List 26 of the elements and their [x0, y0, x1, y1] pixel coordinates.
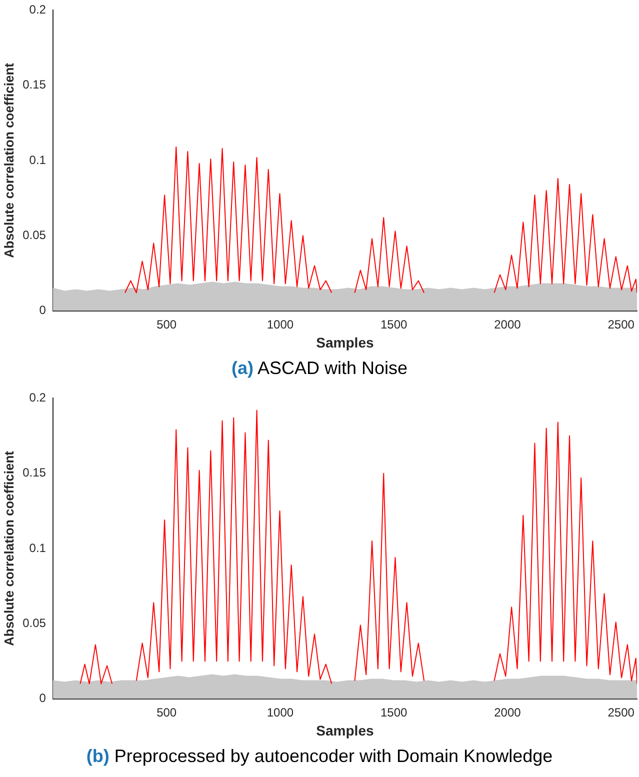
x-tick-label: 2500 — [608, 317, 635, 332]
y-tick-label: 0 — [39, 691, 46, 706]
y-tick-label: 0.05 — [22, 616, 46, 630]
x-tick-label: 500 — [156, 705, 177, 720]
text: (a) ASCAD with Noise — [231, 358, 408, 378]
x-tick-label: 1500 — [380, 705, 408, 720]
y-axis-title: Absolute correlation coefficient — [1, 450, 16, 646]
x-axis-title: Samples — [316, 722, 374, 738]
y-axis-title: Absolute correlation coefficient — [1, 62, 16, 258]
y-tick-label: 0.05 — [22, 228, 46, 242]
x-tick-label: 500 — [156, 317, 177, 332]
y-tick-label: 0.1 — [29, 152, 46, 167]
x-axis-title: Samples — [316, 334, 374, 350]
x-tick-label: 1000 — [266, 705, 294, 720]
y-tick-label: 0 — [39, 303, 46, 318]
x-tick-label: 1000 — [266, 317, 294, 332]
y-tick-label: 0.15 — [22, 466, 46, 480]
y-tick-label: 0.2 — [29, 390, 46, 405]
x-tick-label: 1500 — [380, 317, 408, 332]
x-tick-label: 2000 — [494, 317, 522, 332]
text: (b) Preprocessed by autoencoder with Domain Knowledge — [86, 746, 553, 766]
y-tick-label: 0.2 — [29, 2, 46, 17]
x-tick-label: 2000 — [494, 705, 522, 720]
x-tick-label: 2500 — [608, 705, 635, 720]
y-tick-label: 0.1 — [29, 540, 46, 555]
y-tick-label: 0.15 — [22, 78, 46, 92]
